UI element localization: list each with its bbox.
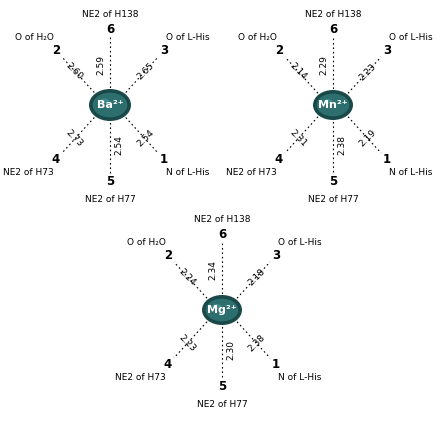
Text: 2.54: 2.54 bbox=[115, 136, 124, 156]
Text: 2.29: 2.29 bbox=[319, 55, 329, 75]
Text: NE2 of H138: NE2 of H138 bbox=[194, 215, 250, 224]
Text: NE2 of H77: NE2 of H77 bbox=[308, 195, 359, 204]
Text: 5: 5 bbox=[329, 175, 337, 187]
Text: 6: 6 bbox=[218, 227, 226, 241]
Text: 2.34: 2.34 bbox=[208, 260, 218, 280]
Ellipse shape bbox=[313, 90, 353, 120]
Text: 2.19: 2.19 bbox=[358, 128, 378, 148]
Text: 5: 5 bbox=[218, 380, 226, 393]
Text: Mn²⁺: Mn²⁺ bbox=[318, 100, 348, 110]
Text: 2.38: 2.38 bbox=[247, 333, 267, 354]
Ellipse shape bbox=[212, 304, 222, 309]
Text: 2: 2 bbox=[275, 45, 283, 57]
Ellipse shape bbox=[205, 298, 239, 322]
Ellipse shape bbox=[323, 99, 333, 104]
Text: O of L-His: O of L-His bbox=[278, 238, 322, 247]
Text: 3: 3 bbox=[272, 249, 280, 262]
Text: N of L-His: N of L-His bbox=[278, 373, 322, 382]
Text: 2: 2 bbox=[52, 45, 60, 57]
Text: 2: 2 bbox=[164, 249, 172, 262]
Text: O of H₂O: O of H₂O bbox=[15, 33, 54, 42]
Text: 2.31: 2.31 bbox=[288, 128, 308, 148]
Text: O of H₂O: O of H₂O bbox=[127, 238, 166, 247]
Text: 2.24: 2.24 bbox=[177, 266, 197, 287]
Ellipse shape bbox=[202, 295, 242, 325]
Text: O of L-His: O of L-His bbox=[389, 33, 433, 42]
Text: N of L-His: N of L-His bbox=[389, 168, 433, 177]
Text: 1: 1 bbox=[272, 357, 280, 371]
Ellipse shape bbox=[99, 99, 110, 104]
Text: 2.73: 2.73 bbox=[64, 128, 85, 149]
Text: 2.23: 2.23 bbox=[358, 62, 378, 82]
Text: 2.23: 2.23 bbox=[177, 333, 197, 354]
Text: 6: 6 bbox=[329, 23, 337, 36]
Text: NE2 of H138: NE2 of H138 bbox=[82, 10, 138, 19]
Text: 2.38: 2.38 bbox=[338, 135, 347, 155]
Text: O of H₂O: O of H₂O bbox=[238, 33, 277, 42]
Text: Mg²⁺: Mg²⁺ bbox=[207, 305, 237, 315]
Text: 2.60: 2.60 bbox=[64, 61, 85, 82]
Text: 4: 4 bbox=[52, 153, 60, 166]
Text: NE2 of H73: NE2 of H73 bbox=[115, 373, 166, 382]
Text: 2.30: 2.30 bbox=[227, 340, 235, 360]
Text: NE2 of H77: NE2 of H77 bbox=[197, 400, 248, 409]
Text: 3: 3 bbox=[383, 45, 391, 57]
Text: 2.18: 2.18 bbox=[247, 266, 267, 287]
Text: NE2 of H73: NE2 of H73 bbox=[3, 168, 54, 177]
Text: 4: 4 bbox=[275, 153, 283, 166]
Text: 2.14: 2.14 bbox=[288, 62, 308, 82]
Text: Ba²⁺: Ba²⁺ bbox=[97, 100, 123, 110]
Ellipse shape bbox=[89, 89, 131, 121]
Text: 4: 4 bbox=[164, 357, 172, 371]
Text: 2.65: 2.65 bbox=[135, 61, 156, 82]
Ellipse shape bbox=[92, 92, 128, 118]
Text: 2.54: 2.54 bbox=[135, 128, 156, 149]
Text: 1: 1 bbox=[160, 153, 168, 166]
Text: 6: 6 bbox=[106, 23, 114, 36]
Text: O of L-His: O of L-His bbox=[166, 33, 210, 42]
Text: NE2 of H77: NE2 of H77 bbox=[85, 195, 136, 204]
Text: 5: 5 bbox=[106, 175, 114, 187]
Text: NE2 of H73: NE2 of H73 bbox=[226, 168, 277, 177]
Ellipse shape bbox=[316, 93, 350, 117]
Text: 3: 3 bbox=[160, 45, 168, 57]
Text: 1: 1 bbox=[383, 153, 391, 166]
Text: NE2 of H138: NE2 of H138 bbox=[305, 10, 361, 19]
Text: 2.59: 2.59 bbox=[96, 54, 106, 74]
Text: N of L-His: N of L-His bbox=[166, 168, 210, 177]
